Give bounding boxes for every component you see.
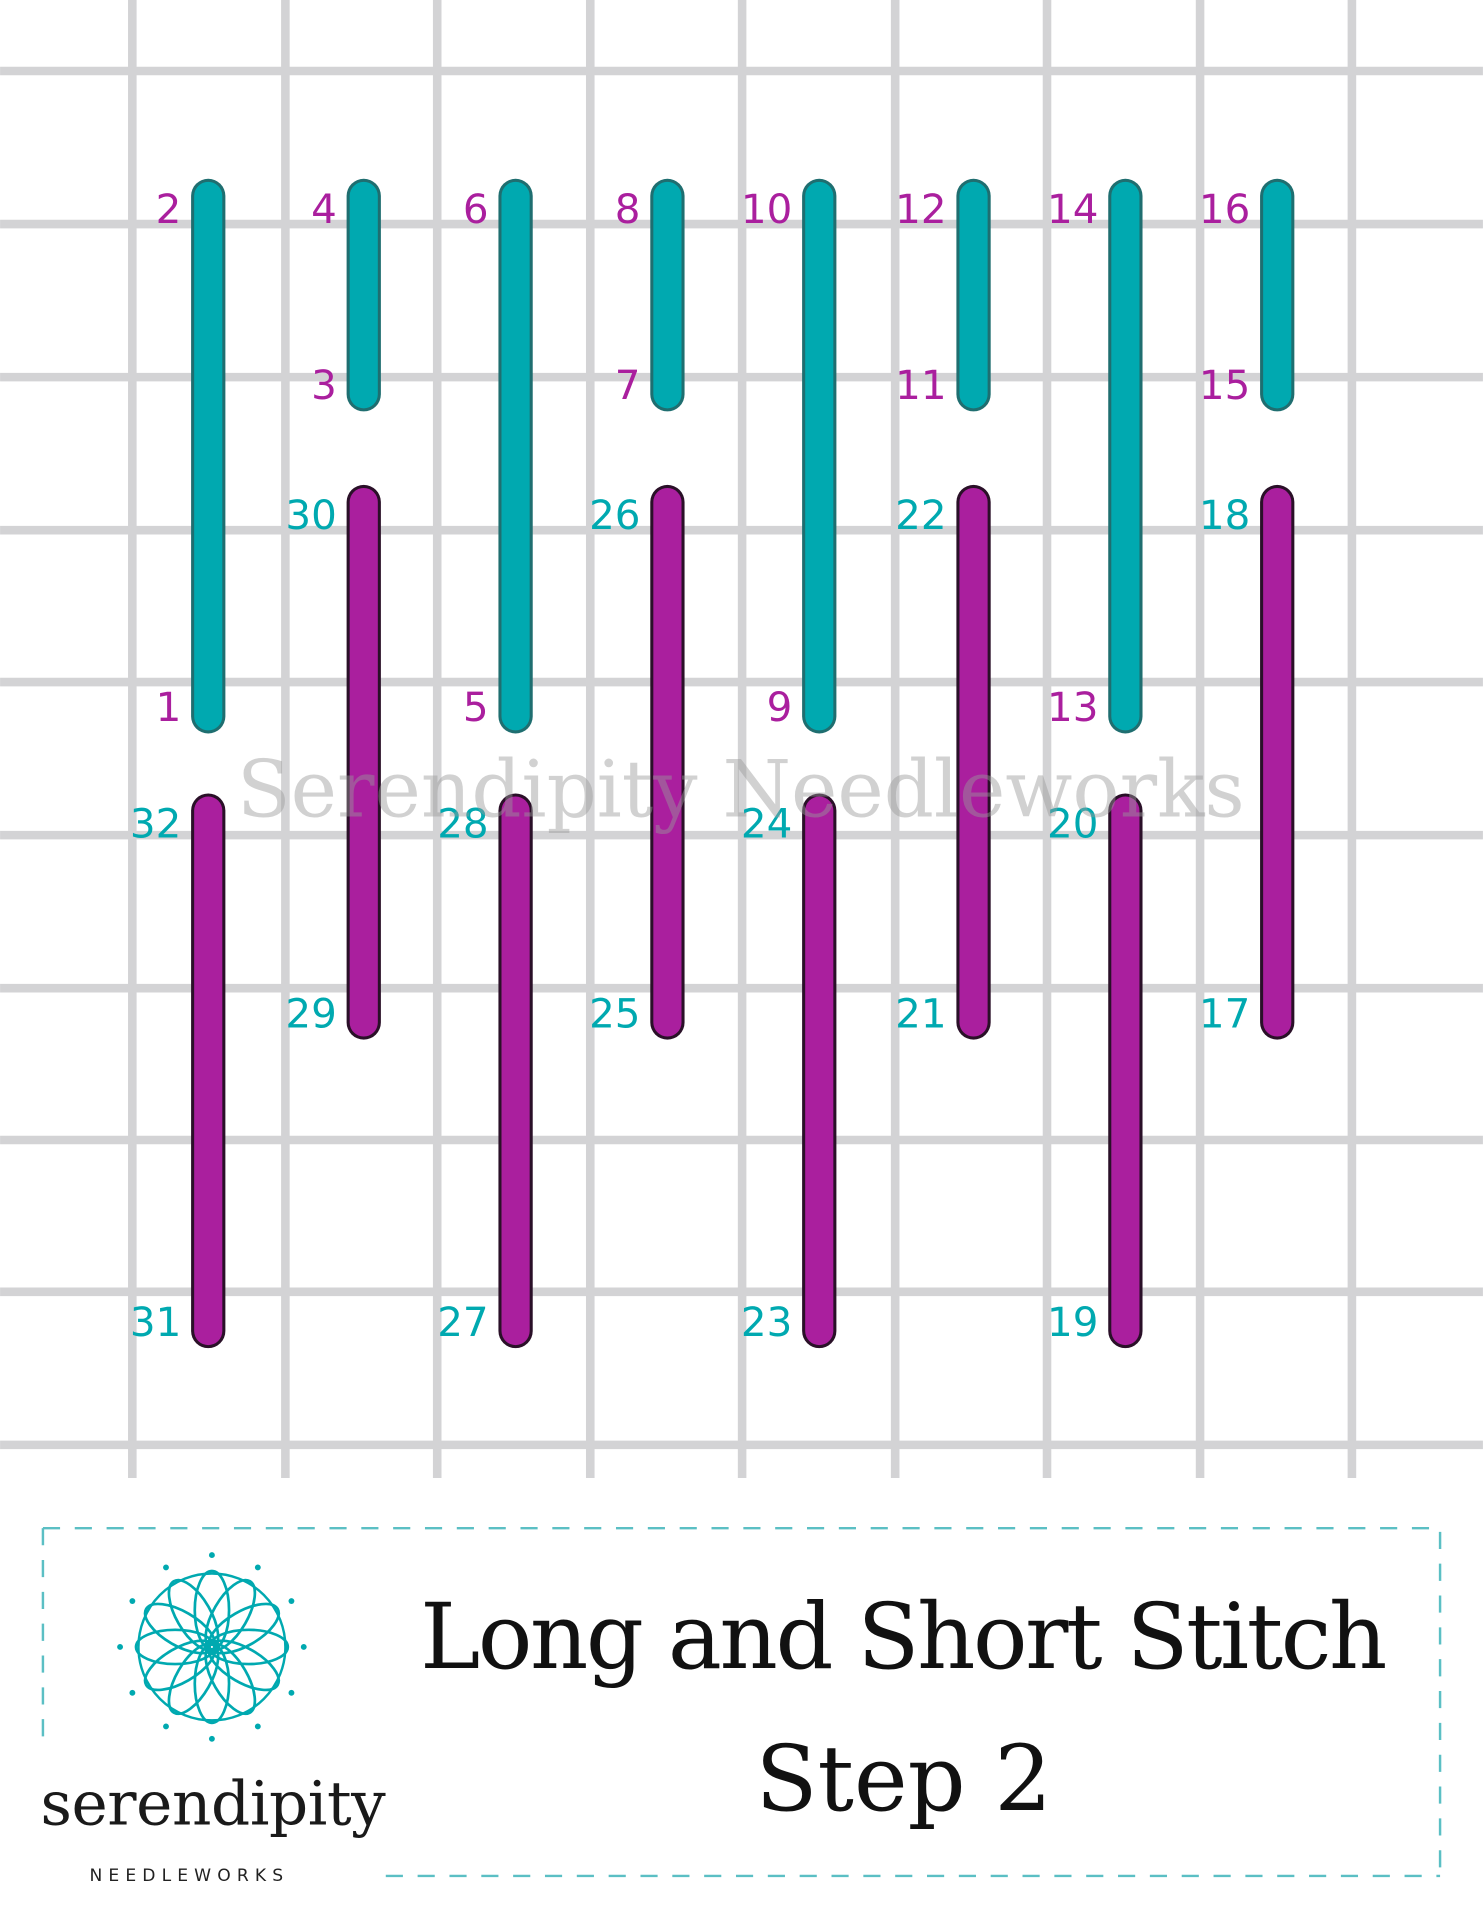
stitch-label-bottom: 3 <box>311 361 337 409</box>
title-line-1: Long and Short Stitch <box>420 1585 1387 1690</box>
stitch-4-3: 43 <box>311 178 381 412</box>
stitch-26-25: 26 25 <box>589 484 685 1040</box>
mandala-dot <box>288 1689 295 1696</box>
stitch-label-bottom: 23 <box>741 1298 792 1346</box>
stitch-30-29: 30 29 <box>285 484 381 1040</box>
logo-name: serendipity <box>40 1768 386 1839</box>
stitch-8-7: 87 <box>615 178 685 412</box>
title-line-2: Step 2 <box>755 1727 1052 1832</box>
stitch-label-bottom: 1 <box>156 683 182 731</box>
footer-box: serendipity NEEDLEWORKS Long and Short S… <box>40 1526 1442 1886</box>
stitch-22-21: 22 21 <box>895 484 991 1040</box>
stitch-12-11: 12 11 <box>895 178 991 412</box>
stitch-6-5: 65 <box>463 178 533 734</box>
mandala-dot <box>208 1735 215 1742</box>
mandala-dot <box>208 1552 215 1559</box>
stitch-label-top: 8 <box>615 185 641 233</box>
stitch-label-bottom: 29 <box>285 989 336 1037</box>
mandala-dot <box>288 1598 295 1604</box>
stitch-24-23: 24 23 <box>741 793 837 1349</box>
logo-sub: NEEDLEWORKS <box>89 1866 289 1886</box>
stitch-label-bottom: 19 <box>1047 1298 1098 1346</box>
stitch-label-bottom: 21 <box>895 989 946 1037</box>
stitch-10-9: 10 9 <box>741 178 837 734</box>
watermark: Serendipity Needleworks <box>237 745 1245 836</box>
stitch-label-bottom: 9 <box>767 683 793 731</box>
stitch-32-31: 32 31 <box>130 793 226 1349</box>
stitch-label-top: 4 <box>311 185 337 233</box>
mandala-dot <box>163 1723 169 1730</box>
stitch-label-top: 32 <box>130 800 181 848</box>
stitch-label-bottom: 5 <box>463 683 489 731</box>
stitch-label-top: 20 <box>1047 800 1098 848</box>
mandala-dot <box>129 1689 136 1696</box>
stitch-label-top: 14 <box>1047 185 1098 233</box>
stitch-14-13: 14 13 <box>1047 178 1143 734</box>
stitch-label-bottom: 31 <box>130 1298 181 1346</box>
stitch-label-top: 2 <box>156 185 182 233</box>
stitch-label-bottom: 13 <box>1047 683 1098 731</box>
stitch-label-top: 28 <box>437 800 488 848</box>
stitch-label-top: 16 <box>1199 185 1250 233</box>
mandala-ring <box>137 1572 287 1722</box>
stitch-label-bottom: 25 <box>589 989 640 1037</box>
mandala-dot <box>117 1644 124 1650</box>
stitch-label-top: 30 <box>285 491 336 539</box>
mandala-dot <box>129 1598 136 1604</box>
mandala-dot <box>254 1723 261 1730</box>
mandala-dot <box>300 1644 307 1650</box>
stitch-28-27: 28 27 <box>437 793 533 1349</box>
stitch-label-bottom: 17 <box>1199 989 1250 1037</box>
stitch-label-bottom: 7 <box>615 361 641 409</box>
stitch-label-top: 24 <box>741 800 792 848</box>
stitch-2-1: 21 <box>156 178 226 734</box>
canvas-grid <box>0 0 1483 1478</box>
stitch-label-bottom: 27 <box>437 1298 488 1346</box>
stitch-label-bottom: 11 <box>895 361 946 409</box>
stitch-label-top: 22 <box>895 491 946 539</box>
stitch-label-top: 6 <box>463 185 489 233</box>
stitch-label-top: 10 <box>741 185 792 233</box>
mandala-icon <box>117 1552 307 1742</box>
stitch-label-top: 12 <box>895 185 946 233</box>
mandala-dot <box>163 1564 169 1571</box>
mandala-dot <box>254 1564 261 1571</box>
stitch-label-bottom: 15 <box>1199 361 1250 409</box>
stitch-label-top: 18 <box>1199 491 1250 539</box>
stitch-label-top: 26 <box>589 491 640 539</box>
stitches: 2143658710912111413161518172019222124232… <box>130 178 1295 1349</box>
dashed-border <box>41 1526 1442 1878</box>
mandala-petal <box>167 1578 220 1652</box>
